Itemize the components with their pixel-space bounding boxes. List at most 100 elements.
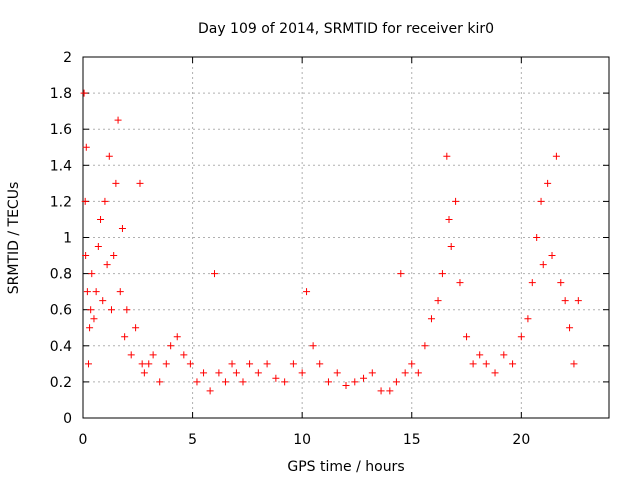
y-tick-label: 0.8 bbox=[50, 267, 72, 283]
data-point bbox=[114, 116, 122, 124]
data-point bbox=[82, 143, 90, 151]
data-point bbox=[101, 197, 109, 205]
data-point bbox=[239, 378, 247, 386]
grid bbox=[83, 57, 609, 418]
data-point bbox=[463, 333, 471, 341]
data-point bbox=[86, 324, 94, 332]
data-point bbox=[500, 351, 508, 359]
data-point bbox=[528, 279, 536, 287]
data-point bbox=[103, 261, 111, 269]
data-point bbox=[324, 378, 332, 386]
data-point bbox=[309, 342, 317, 350]
data-point bbox=[281, 378, 289, 386]
data-point bbox=[360, 374, 368, 382]
data-point bbox=[298, 369, 306, 377]
x-tick-label: 20 bbox=[512, 432, 530, 448]
x-tick-label: 5 bbox=[188, 432, 197, 448]
data-point bbox=[88, 270, 96, 278]
data-point bbox=[537, 197, 545, 205]
data-point bbox=[392, 378, 400, 386]
data-point bbox=[333, 369, 341, 377]
data-point bbox=[200, 369, 208, 377]
data-point bbox=[386, 387, 394, 395]
data-point bbox=[368, 369, 376, 377]
y-tick-label: 0.4 bbox=[50, 339, 72, 355]
y-tick-label: 0.6 bbox=[50, 303, 72, 319]
data-point bbox=[80, 89, 88, 97]
data-point bbox=[94, 243, 102, 251]
ticks: 00.20.40.60.811.21.41.61.820 5 10 15 20 bbox=[50, 50, 609, 448]
data-point bbox=[246, 360, 254, 368]
data-point bbox=[118, 224, 126, 232]
y-axis-label: SRMTID / TECUs bbox=[6, 182, 22, 295]
data-point bbox=[452, 197, 460, 205]
data-point bbox=[408, 360, 416, 368]
data-point bbox=[401, 369, 409, 377]
data-point bbox=[397, 270, 405, 278]
data-point bbox=[548, 252, 556, 260]
data-point bbox=[81, 197, 89, 205]
y-tick-label: 1.4 bbox=[50, 158, 72, 174]
data-point bbox=[342, 382, 350, 390]
data-point bbox=[173, 333, 181, 341]
data-point bbox=[92, 288, 100, 296]
data-point bbox=[186, 360, 194, 368]
data-point bbox=[82, 252, 90, 260]
data-point bbox=[533, 234, 541, 241]
y-tick-label: 1.2 bbox=[50, 194, 72, 210]
data-point bbox=[561, 297, 569, 305]
data-point bbox=[456, 279, 464, 287]
data-point bbox=[351, 378, 359, 386]
data-point bbox=[140, 369, 148, 377]
marks bbox=[80, 89, 582, 395]
data-point bbox=[84, 360, 92, 368]
data-point bbox=[517, 333, 525, 341]
data-point bbox=[232, 369, 240, 377]
data-point bbox=[570, 360, 578, 368]
data-point bbox=[123, 306, 131, 314]
data-point bbox=[566, 324, 574, 332]
data-point bbox=[90, 315, 98, 323]
x-tick-label: 0 bbox=[79, 432, 88, 448]
data-point bbox=[162, 360, 170, 368]
data-point bbox=[574, 297, 582, 305]
data-point bbox=[99, 297, 107, 305]
data-point bbox=[116, 288, 124, 296]
data-point bbox=[491, 369, 499, 377]
plot-frame bbox=[82, 56, 610, 419]
data-point bbox=[180, 351, 188, 359]
y-tick-label: 1.6 bbox=[50, 122, 72, 138]
data-point bbox=[539, 261, 547, 269]
data-point bbox=[544, 179, 552, 187]
data-point bbox=[482, 360, 490, 368]
x-tick-label: 15 bbox=[403, 432, 421, 448]
data-point bbox=[509, 360, 517, 368]
data-point bbox=[127, 351, 135, 359]
data-point bbox=[211, 270, 218, 278]
y-tick-label: 1 bbox=[63, 231, 72, 247]
data-point bbox=[112, 179, 120, 187]
data-point bbox=[421, 342, 429, 350]
data-point bbox=[132, 324, 140, 332]
y-tick-label: 0.2 bbox=[50, 375, 72, 391]
data-point bbox=[228, 360, 236, 368]
data-point bbox=[136, 179, 144, 187]
data-point bbox=[110, 252, 118, 260]
data-point bbox=[105, 152, 113, 160]
data-point bbox=[156, 378, 164, 386]
data-point bbox=[469, 360, 477, 368]
data-point bbox=[167, 342, 175, 350]
x-axis-label: GPS time / hours bbox=[287, 459, 404, 475]
data-point bbox=[193, 378, 201, 386]
data-point bbox=[87, 306, 95, 314]
data-point bbox=[524, 315, 532, 323]
data-point bbox=[316, 360, 324, 368]
data-point bbox=[107, 306, 115, 314]
data-point bbox=[263, 360, 271, 368]
data-point bbox=[557, 279, 565, 287]
data-point bbox=[303, 288, 311, 296]
data-point bbox=[121, 333, 129, 341]
data-point bbox=[552, 152, 560, 160]
data-point bbox=[447, 243, 455, 251]
